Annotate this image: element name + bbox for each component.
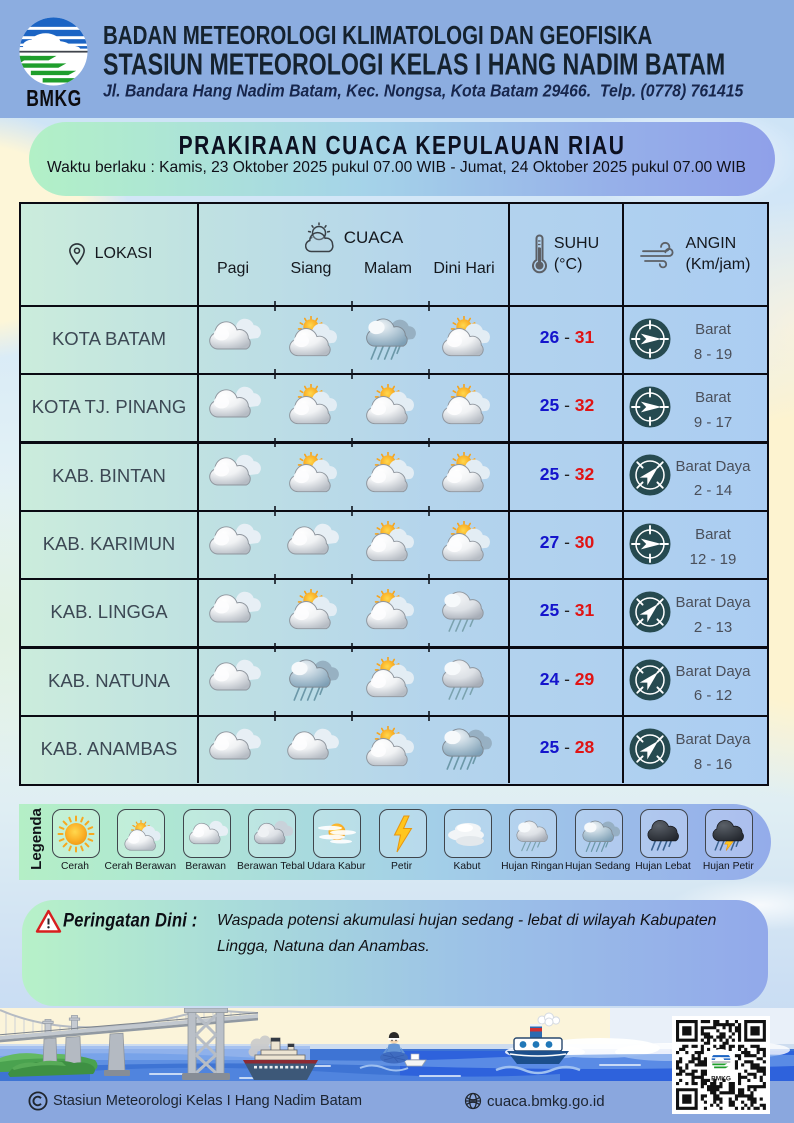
svg-text:BMKG: BMKG — [711, 1076, 731, 1083]
